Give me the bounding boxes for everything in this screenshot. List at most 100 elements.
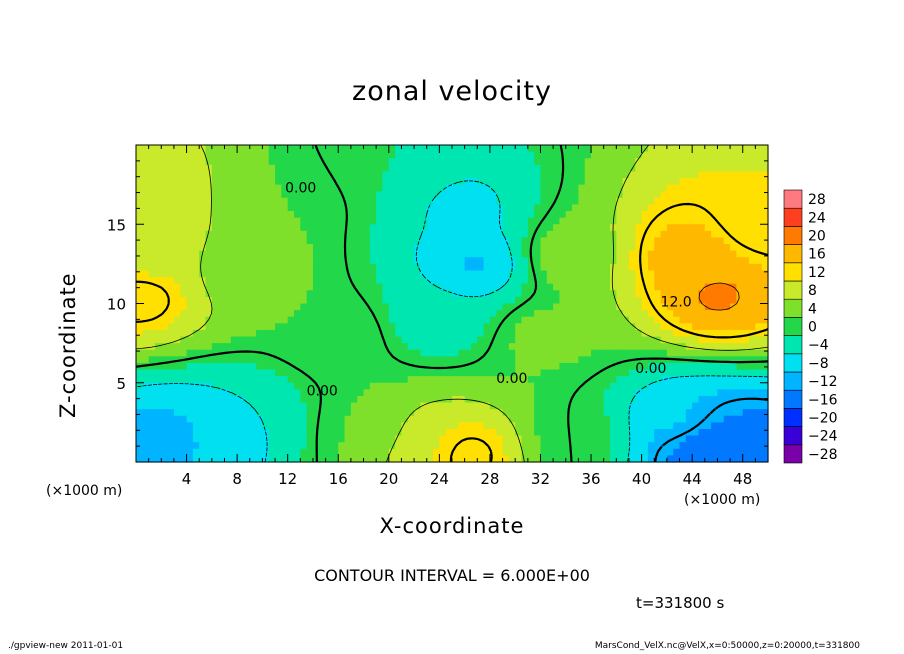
field-cell xyxy=(622,428,630,437)
field-cell xyxy=(477,145,485,153)
field-cell xyxy=(173,158,181,166)
field-cell xyxy=(224,270,232,278)
field-cell xyxy=(616,250,624,258)
field-cell xyxy=(698,277,706,285)
field-cell xyxy=(205,323,213,331)
field-cell xyxy=(256,257,263,265)
field-cell xyxy=(730,270,737,278)
field-cell xyxy=(502,244,510,252)
field-cell xyxy=(369,303,377,311)
field-cell xyxy=(673,158,681,166)
field-cell xyxy=(407,428,415,437)
field-cell xyxy=(717,435,725,443)
field-cell xyxy=(597,178,605,186)
field-cell xyxy=(515,197,523,206)
field-cell xyxy=(502,395,510,404)
field-cell xyxy=(660,428,668,437)
field-cell xyxy=(698,343,706,351)
field-cell xyxy=(237,217,245,225)
field-cell xyxy=(395,376,403,384)
field-cell xyxy=(142,435,150,443)
field-cell xyxy=(692,204,700,212)
field-cell xyxy=(704,290,712,298)
field-cell xyxy=(268,349,276,357)
field-cell xyxy=(167,369,175,377)
field-cell xyxy=(704,389,712,397)
field-cell xyxy=(458,250,466,258)
field-cell xyxy=(420,442,428,450)
field-cell xyxy=(603,191,611,199)
field-cell xyxy=(622,217,630,225)
field-cell xyxy=(717,323,725,331)
field-cell xyxy=(730,217,737,225)
field-cell xyxy=(641,362,649,371)
field-cell xyxy=(610,389,617,397)
field-cell xyxy=(660,336,668,344)
field-cell xyxy=(161,376,169,384)
field-cell xyxy=(755,329,763,338)
field-cell xyxy=(704,250,712,258)
field-cell xyxy=(749,442,756,450)
field-cell xyxy=(192,389,200,397)
field-cell xyxy=(433,362,440,371)
field-cell xyxy=(515,356,523,364)
field-cell xyxy=(338,171,346,179)
field-cell xyxy=(192,184,200,192)
field-cell xyxy=(294,224,301,232)
field-cell xyxy=(167,448,175,456)
field-cell xyxy=(154,389,162,397)
field-cell xyxy=(325,409,333,417)
field-cell xyxy=(433,158,440,166)
field-cell xyxy=(319,178,327,186)
field-cell xyxy=(281,402,289,410)
field-cell xyxy=(281,283,289,291)
field-cell xyxy=(553,316,561,324)
field-cell xyxy=(142,395,150,404)
field-cell xyxy=(173,448,181,456)
field-cell xyxy=(357,376,365,384)
field-cell xyxy=(407,409,415,417)
field-cell xyxy=(666,455,674,463)
field-cell xyxy=(470,224,478,232)
field-cell xyxy=(275,171,282,179)
field-cell xyxy=(717,303,725,311)
field-cell xyxy=(294,336,301,344)
field-cell xyxy=(300,395,308,404)
field-cell xyxy=(148,415,156,423)
field-cell xyxy=(433,184,440,192)
field-cell xyxy=(382,145,390,153)
field-cell xyxy=(622,204,630,212)
field-cell xyxy=(628,422,636,430)
field-cell xyxy=(148,211,156,219)
field-cell xyxy=(654,250,662,258)
field-cell xyxy=(458,409,466,417)
field-cell xyxy=(237,415,245,423)
field-cell xyxy=(704,178,712,186)
field-cell xyxy=(325,145,333,153)
field-cell xyxy=(464,316,472,324)
field-cell xyxy=(496,428,504,437)
field-cell xyxy=(622,145,630,153)
field-cell xyxy=(489,362,497,371)
field-cell xyxy=(502,303,510,311)
field-cell xyxy=(711,158,719,166)
field-cell xyxy=(616,277,624,285)
field-cell xyxy=(603,290,611,298)
field-cell xyxy=(281,244,289,252)
field-cell xyxy=(268,224,276,232)
field-cell xyxy=(312,191,320,199)
field-cell xyxy=(660,296,668,305)
field-cell xyxy=(692,310,700,318)
field-cell xyxy=(477,336,485,344)
field-cell xyxy=(426,237,434,245)
field-cell xyxy=(616,171,624,179)
field-cell xyxy=(452,217,459,225)
field-cell xyxy=(698,211,706,219)
field-cell xyxy=(186,290,194,298)
field-cell xyxy=(553,250,561,258)
field-cell xyxy=(654,145,662,153)
field-cell xyxy=(331,389,339,397)
field-cell xyxy=(483,329,491,338)
field-cell xyxy=(294,428,301,437)
field-cell xyxy=(749,356,756,364)
